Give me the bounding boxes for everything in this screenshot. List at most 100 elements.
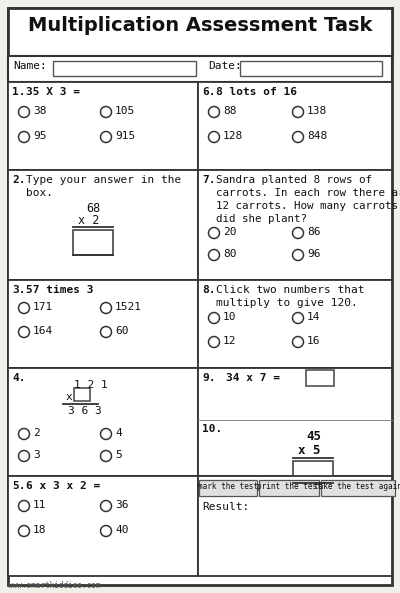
Bar — [74, 388, 90, 401]
Circle shape — [100, 525, 112, 537]
Text: x 5: x 5 — [298, 444, 320, 457]
Circle shape — [208, 132, 220, 142]
Circle shape — [18, 132, 30, 142]
Circle shape — [18, 500, 30, 512]
Circle shape — [100, 429, 112, 439]
Text: Multiplication Assessment Task: Multiplication Assessment Task — [28, 16, 372, 35]
Text: 5.: 5. — [12, 481, 26, 491]
Bar — [8, 476, 198, 576]
Bar — [198, 82, 392, 170]
Text: 10: 10 — [223, 312, 236, 322]
Circle shape — [208, 228, 220, 238]
Circle shape — [292, 336, 304, 347]
Text: 4.: 4. — [12, 373, 26, 383]
Bar — [306, 370, 334, 386]
Text: 6.: 6. — [202, 87, 216, 97]
Text: 1521: 1521 — [115, 302, 142, 312]
Text: 88: 88 — [223, 106, 236, 116]
Circle shape — [18, 451, 30, 461]
Bar — [8, 8, 392, 56]
Bar — [8, 368, 198, 476]
Circle shape — [208, 107, 220, 117]
Text: 4: 4 — [115, 428, 122, 438]
Text: 86: 86 — [307, 227, 320, 237]
Text: 1 2 1: 1 2 1 — [74, 380, 108, 390]
Circle shape — [292, 107, 304, 117]
Text: 68: 68 — [86, 202, 100, 215]
Text: x: x — [66, 392, 73, 402]
Bar — [198, 476, 392, 576]
Text: 12 carrots. How many carrots: 12 carrots. How many carrots — [216, 201, 398, 211]
Text: 80: 80 — [223, 249, 236, 259]
Circle shape — [18, 302, 30, 314]
Text: 14: 14 — [307, 312, 320, 322]
Circle shape — [292, 313, 304, 324]
Text: Sandra planted 8 rows of: Sandra planted 8 rows of — [216, 175, 372, 185]
Text: Type your answer in the: Type your answer in the — [26, 175, 181, 185]
Text: take the test again: take the test again — [314, 482, 400, 491]
Text: 164: 164 — [33, 326, 53, 336]
Bar — [198, 170, 392, 280]
Circle shape — [292, 132, 304, 142]
Text: Name:: Name: — [13, 61, 47, 71]
Bar — [53, 61, 196, 76]
Text: 1.: 1. — [12, 87, 26, 97]
Bar — [8, 280, 198, 368]
Text: 3: 3 — [33, 450, 40, 460]
Text: 45: 45 — [306, 430, 321, 443]
Text: 138: 138 — [307, 106, 327, 116]
Text: 2.: 2. — [12, 175, 26, 185]
Text: 128: 128 — [223, 131, 243, 141]
Bar — [8, 82, 198, 170]
Circle shape — [292, 228, 304, 238]
Bar — [198, 280, 392, 368]
Circle shape — [18, 107, 30, 117]
Circle shape — [100, 132, 112, 142]
Text: 60: 60 — [115, 326, 128, 336]
Circle shape — [100, 327, 112, 337]
Circle shape — [18, 429, 30, 439]
Bar — [8, 56, 392, 82]
Text: 38: 38 — [33, 106, 46, 116]
Text: 57 times 3: 57 times 3 — [26, 285, 94, 295]
Text: x 2: x 2 — [78, 214, 99, 227]
Bar — [240, 61, 382, 76]
Text: 10.: 10. — [202, 424, 222, 434]
Text: www.smartkiddies.com: www.smartkiddies.com — [8, 581, 100, 590]
Circle shape — [100, 500, 112, 512]
Text: 11: 11 — [33, 500, 46, 510]
Text: mark the test: mark the test — [198, 482, 258, 491]
Text: 848: 848 — [307, 131, 327, 141]
Bar — [259, 480, 319, 496]
Bar — [293, 461, 333, 483]
Text: Click two numbers that: Click two numbers that — [216, 285, 364, 295]
Text: Date:: Date: — [208, 61, 242, 71]
Bar — [199, 480, 257, 496]
Text: 6 x 3 x 2 =: 6 x 3 x 2 = — [26, 481, 100, 491]
Text: box.: box. — [26, 188, 53, 198]
Circle shape — [18, 327, 30, 337]
Text: 8.: 8. — [202, 285, 216, 295]
Text: 8 lots of 16: 8 lots of 16 — [216, 87, 297, 97]
Text: 18: 18 — [33, 525, 46, 535]
Circle shape — [18, 525, 30, 537]
Text: 95: 95 — [33, 131, 46, 141]
Text: 171: 171 — [33, 302, 53, 312]
Bar — [198, 368, 392, 476]
Circle shape — [208, 250, 220, 260]
Circle shape — [100, 107, 112, 117]
Bar — [73, 230, 113, 255]
Text: 2: 2 — [33, 428, 40, 438]
Text: 3.: 3. — [12, 285, 26, 295]
Text: 7.: 7. — [202, 175, 216, 185]
Circle shape — [208, 313, 220, 324]
Text: multiply to give 120.: multiply to give 120. — [216, 298, 358, 308]
Text: 35 X 3 =: 35 X 3 = — [26, 87, 80, 97]
Text: 9.: 9. — [202, 373, 216, 383]
Text: 34 x 7 =: 34 x 7 = — [226, 373, 280, 383]
Text: 96: 96 — [307, 249, 320, 259]
Text: Result:: Result: — [202, 502, 249, 512]
Text: carrots. In each row there are: carrots. In each row there are — [216, 188, 400, 198]
Circle shape — [208, 336, 220, 347]
Bar — [8, 170, 198, 280]
